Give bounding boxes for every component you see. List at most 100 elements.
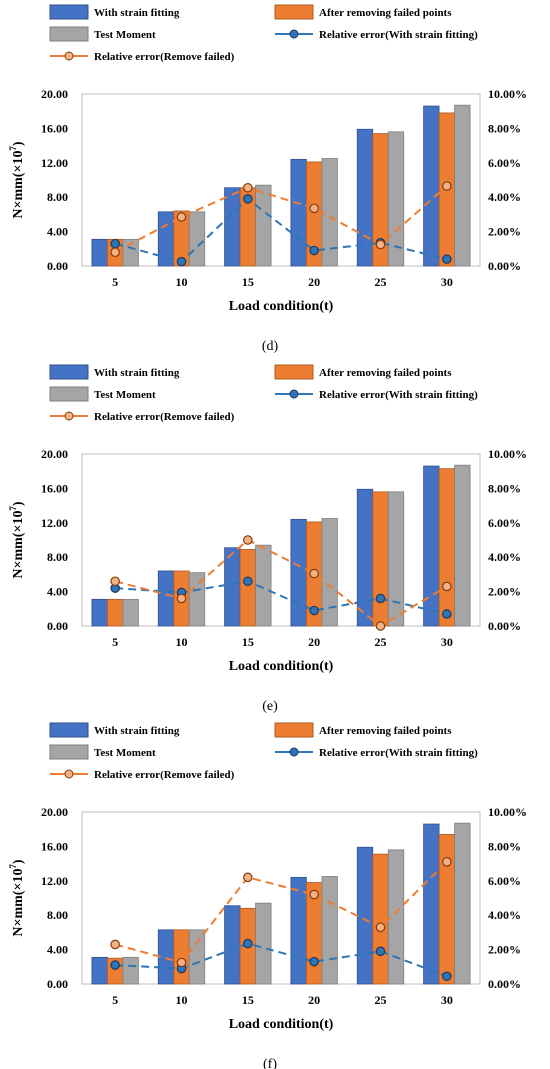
y-tick-right: 4.00% (488, 550, 521, 564)
y-tick-left: 0.00 (47, 977, 68, 991)
point-relative-error-remove-failed- (442, 857, 452, 867)
y-tick-left: 0.00 (47, 619, 68, 633)
bar-test-moment (387, 491, 405, 627)
bar-test-moment (122, 956, 139, 985)
legend-marker-rel-err-removed (64, 769, 74, 779)
y-tick-left: 16.00 (41, 839, 68, 853)
x-tick-label: 5 (112, 275, 118, 289)
y-tick-right: 10.00% (488, 87, 527, 101)
point-relative-error-with-strain-fitting- (442, 609, 452, 619)
point-relative-error-remove-failed- (375, 239, 386, 250)
y-axis-title-main: N×mm(×10 (11, 511, 26, 579)
legend-label-rel-err-strain: Relative error(With strain fitting) (319, 29, 478, 41)
bar-test-moment (188, 572, 206, 627)
line-relative-error-with-strain-fitting- (115, 580, 448, 615)
panel-label: (f) (263, 1057, 277, 1069)
y-tick-right: 8.00% (488, 839, 521, 853)
legend-label-rel-err-strain: Relative error(With strain fitting) (319, 747, 478, 759)
x-axis-title: Load condition(t) (229, 659, 334, 674)
y-tick-right: 2.00% (488, 585, 521, 599)
y-tick-right: 4.00% (488, 190, 521, 204)
y-tick-right: 8.00% (488, 121, 521, 135)
bar-with-strain-fitting (224, 547, 241, 627)
bar-test-moment (321, 518, 338, 627)
bar-test-moment (454, 464, 471, 627)
legend: With strain fitting After removing failed… (49, 364, 478, 423)
y-tick-left: 0.00 (47, 259, 68, 273)
bar-test-moment (188, 211, 206, 267)
legend-swatch-test-moment (49, 386, 89, 402)
legend-marker-rel-err-strain (289, 389, 299, 399)
bar-with-strain-fitting (356, 488, 374, 627)
y-tick-left: 20.00 (41, 447, 68, 461)
bar-with-strain-fitting (91, 598, 108, 627)
bar-with-strain-fitting (91, 238, 108, 267)
bar-test-moment (188, 929, 206, 985)
bar-test-moment (255, 184, 272, 267)
x-tick-label: 30 (441, 635, 453, 649)
bar-after-removing-failed-points (173, 929, 190, 985)
bar-with-strain-fitting (224, 905, 241, 985)
point-relative-error-with-strain-fitting- (176, 256, 187, 267)
y-axis-title-main: N×mm(×10 (11, 869, 26, 937)
y-tick-right: 4.00% (488, 908, 521, 922)
point-relative-error-with-strain-fitting- (442, 971, 452, 982)
point-relative-error-remove-failed- (375, 621, 386, 631)
y-axis-title-main: N×mm(×10 (11, 151, 26, 219)
point-relative-error-remove-failed- (442, 181, 452, 191)
legend-label-test-moment: Test Moment (94, 389, 156, 401)
x-tick-label: 30 (441, 993, 453, 1007)
x-axis-title: Load condition(t) (229, 299, 334, 314)
y-axis-title: N×mm(×107) (8, 859, 26, 937)
bar-after-removing-failed-points (239, 549, 256, 627)
line-relative-error-remove-failed- (114, 861, 448, 964)
y-axis-title-close: ) (11, 141, 26, 146)
y-tick-right: 8.00% (488, 481, 521, 495)
point-relative-error-remove-failed- (176, 593, 187, 604)
bar-test-moment (454, 822, 471, 985)
bar-with-strain-fitting (290, 876, 307, 985)
y-tick-left: 16.00 (41, 121, 68, 135)
x-tick-label: 20 (308, 993, 320, 1007)
bar-test-moment (387, 849, 405, 985)
bar-with-strain-fitting (423, 465, 440, 627)
line-relative-error-with-strain-fitting- (114, 197, 448, 263)
line-relative-error-remove-failed- (114, 185, 448, 254)
point-relative-error-remove-failed- (309, 203, 319, 214)
bar-with-strain-fitting (290, 158, 307, 267)
chart-panel-2: With strain fitting After removing failed… (8, 722, 527, 1069)
y-tick-left: 16.00 (41, 481, 68, 495)
y-tick-left: 8.00 (47, 190, 68, 204)
y-tick-left: 12.00 (41, 516, 68, 530)
y-tick-right: 2.00% (488, 225, 521, 239)
point-relative-error-remove-failed- (176, 957, 187, 968)
bar-with-strain-fitting (423, 823, 440, 985)
line-relative-error-remove-failed- (114, 538, 448, 628)
bar-with-strain-fitting (290, 518, 307, 627)
x-tick-label: 10 (176, 275, 188, 289)
bar-after-removing-failed-points (438, 468, 455, 627)
plot-frame (81, 93, 481, 267)
point-relative-error-with-strain-fitting- (243, 194, 253, 204)
legend-marker-rel-err-strain (289, 747, 299, 757)
point-relative-error-with-strain-fitting- (309, 956, 319, 967)
bar-with-strain-fitting (157, 570, 175, 627)
bar-test-moment (321, 876, 338, 985)
x-tick-label: 30 (441, 275, 453, 289)
legend-label-rel-err-removed: Relative error(Remove failed) (94, 411, 235, 423)
y-tick-right: 10.00% (488, 447, 527, 461)
x-tick-label: 10 (176, 993, 188, 1007)
y-axis-title-exponent: 7 (8, 864, 18, 869)
point-relative-error-with-strain-fitting- (309, 245, 319, 256)
point-relative-error-with-strain-fitting- (243, 576, 253, 587)
legend-label-rel-err-removed: Relative error(Remove failed) (94, 51, 235, 63)
point-relative-error-remove-failed- (243, 535, 253, 545)
y-tick-right: 2.00% (488, 943, 521, 957)
plot-frame (81, 453, 481, 627)
point-relative-error-with-strain-fitting- (110, 238, 120, 249)
y-tick-right: 0.00% (488, 977, 521, 991)
chart-panel-1: With strain fitting After removing failed… (8, 364, 527, 714)
y-tick-left: 4.00 (47, 943, 68, 957)
y-tick-left: 8.00 (47, 908, 68, 922)
